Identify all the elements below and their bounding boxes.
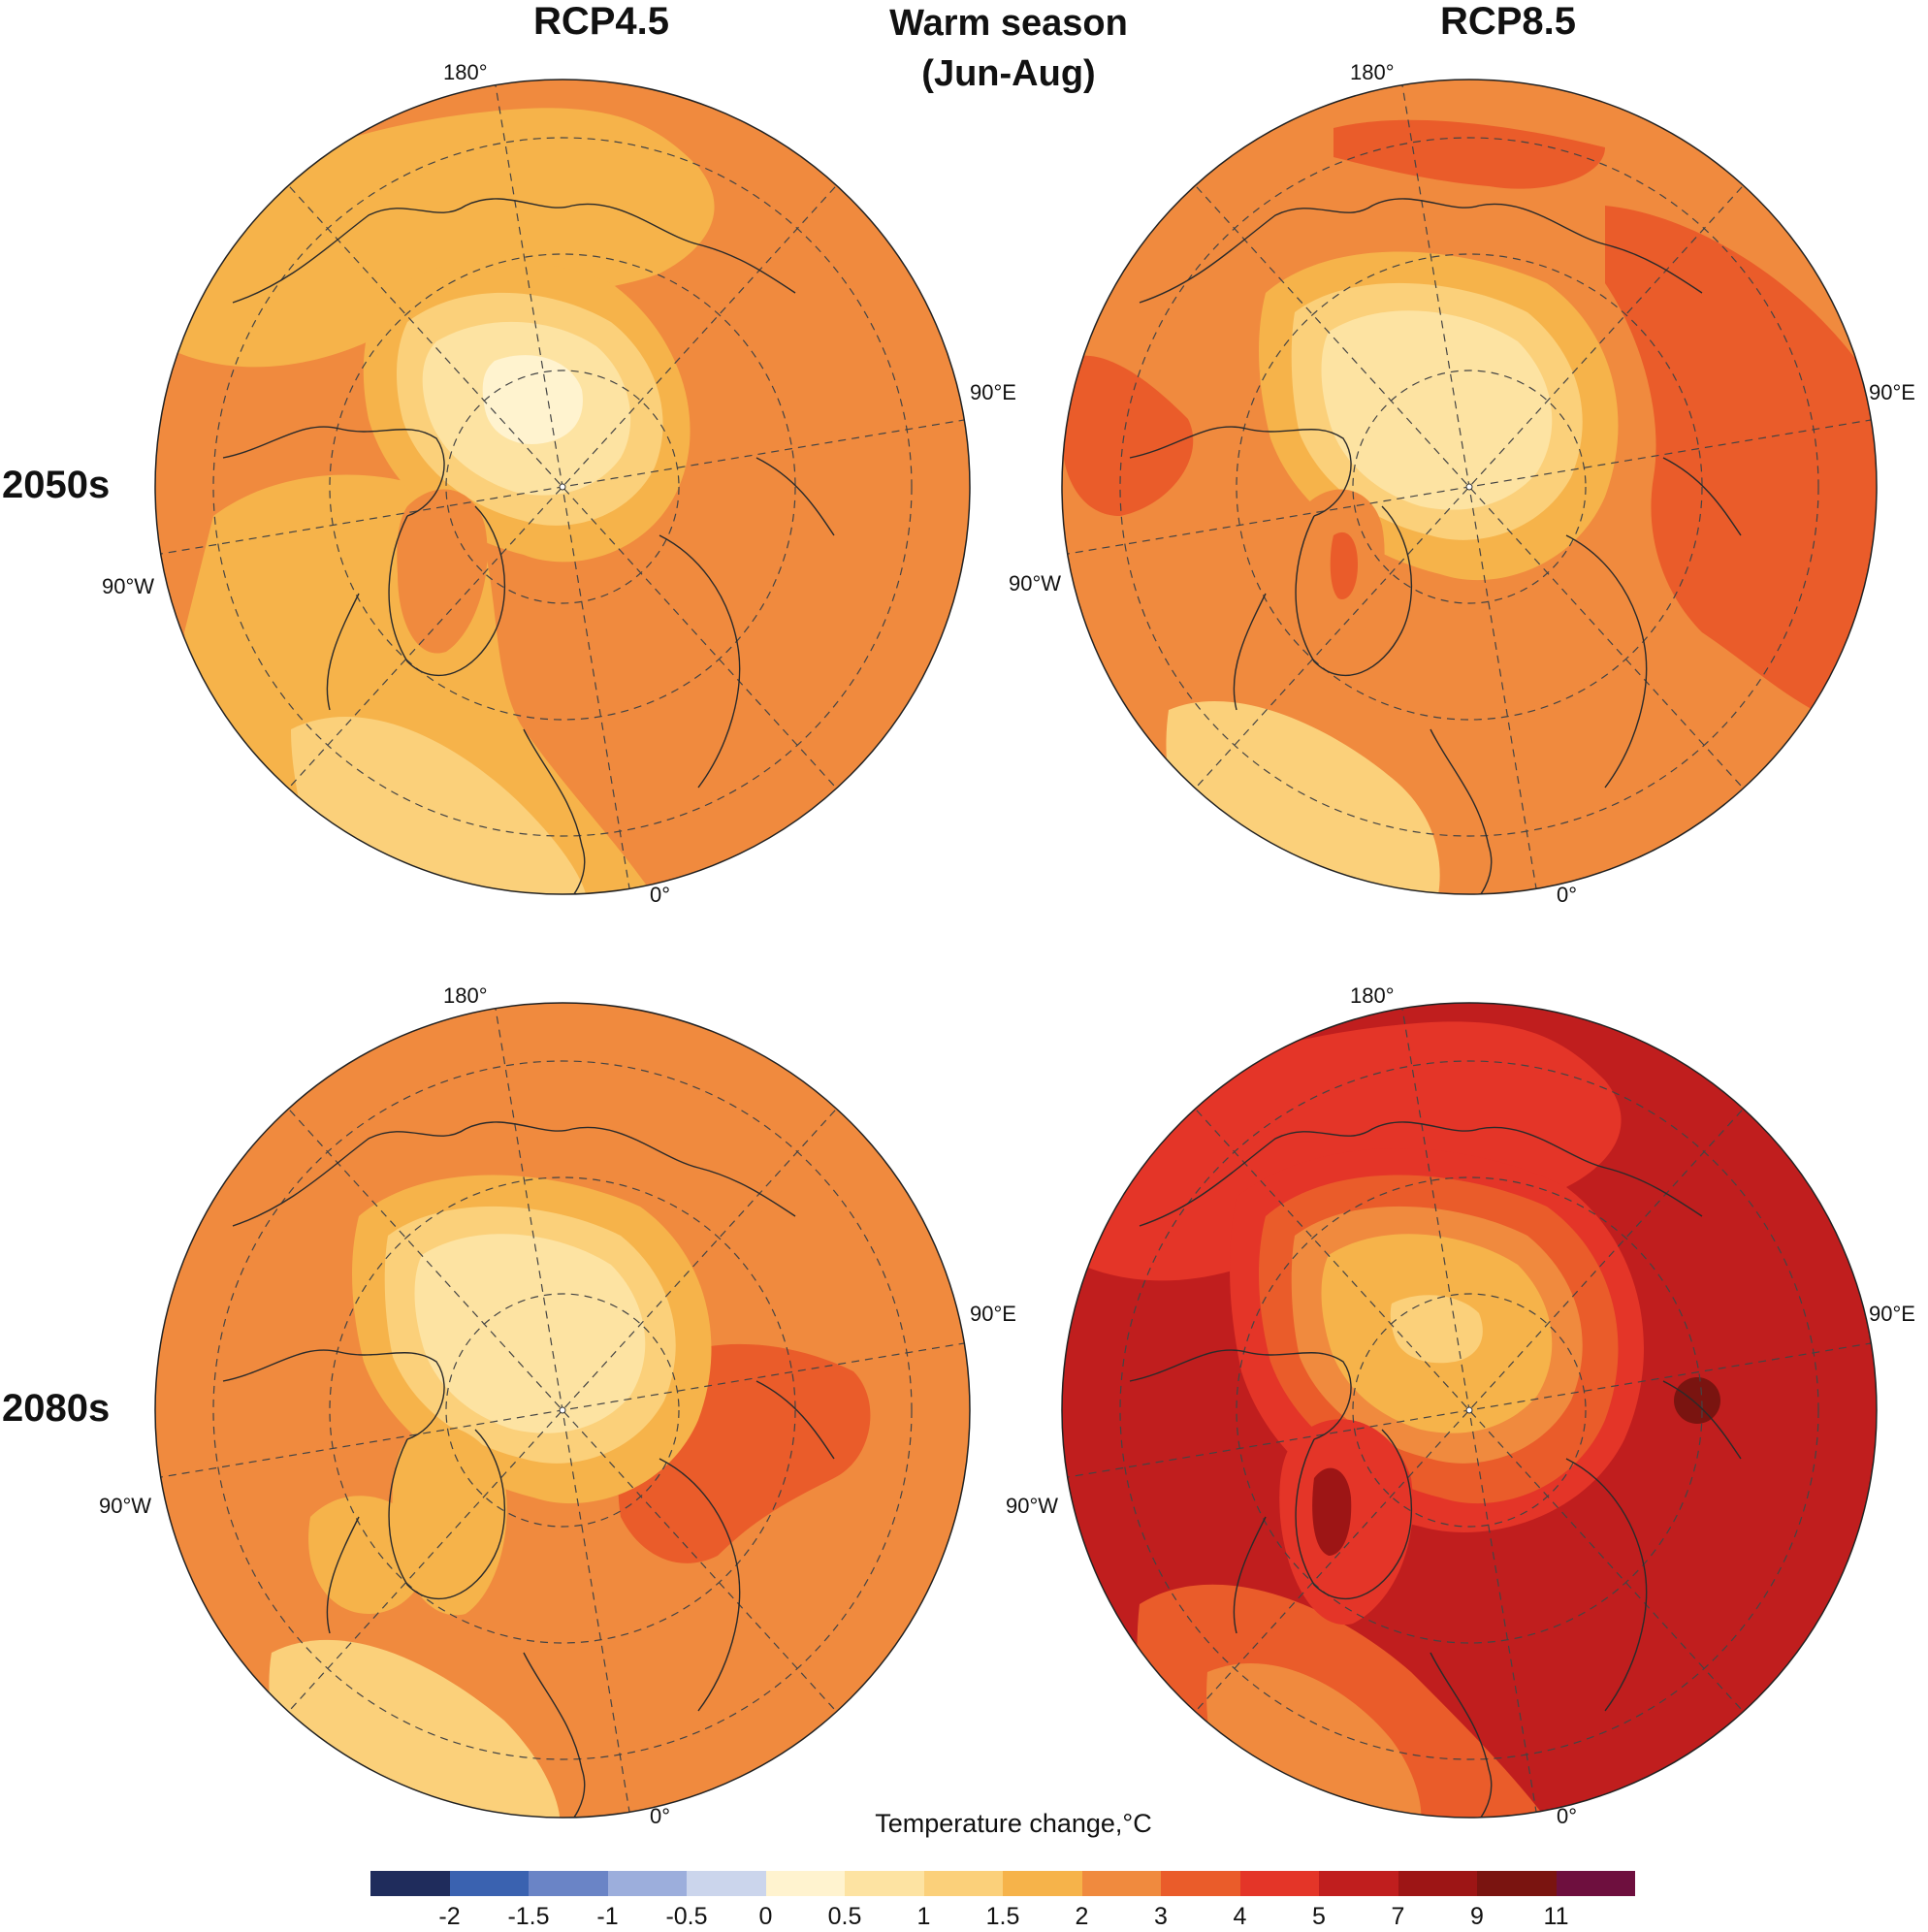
map-border [1061, 79, 1878, 895]
map-border [154, 79, 971, 895]
colorbar-tick-label: 5 [1312, 1903, 1326, 1930]
colorbar-cell-0 [370, 1871, 450, 1896]
hot-band-region [1605, 206, 1877, 729]
coastlines [1129, 1121, 1742, 1818]
lon-label-90e: 90°E [1869, 1302, 1915, 1326]
colorbar-cell-13 [1398, 1871, 1477, 1896]
map-panel-2080s-rcp45: 180° 90°E 90°W 0° [99, 974, 1016, 1847]
colorbar-tick-label: 1 [916, 1903, 931, 1930]
column-title-rcp85: RCP8.5 [1439, 0, 1577, 43]
lon-label-0: 0° [1557, 883, 1578, 907]
coastlines [222, 1121, 835, 1818]
north-pole-marker [1465, 1406, 1473, 1414]
lon-label-0: 0° [650, 1804, 671, 1828]
pole-minimum-region [1390, 1295, 1483, 1364]
lon-label-90w: 90°W [99, 1494, 152, 1518]
colorbar-tick-label: 1.5 [985, 1903, 1020, 1930]
polar-map-2050s-rcp45 [154, 79, 971, 895]
north-pole-marker [559, 1406, 566, 1414]
colorbar-tick-label: -2 [438, 1903, 461, 1930]
map-panel-2050s-rcp45: 180° 90°E 90°W 0° [102, 50, 1016, 923]
colorbar-ticks: -2 -1.5 -1 -0.5 0 0.5 1 1.5 2 3 4 5 7 9 11 [370, 1903, 1639, 1932]
colorbar-tick-label: 11 [1543, 1903, 1569, 1930]
lon-label-0: 0° [1557, 1804, 1578, 1828]
season-title: Warm season (Jun-Aug) [853, 0, 1164, 99]
lon-label-180: 180° [443, 60, 488, 84]
hot-band-region [1062, 355, 1194, 516]
north-pole-marker [559, 483, 566, 491]
siberia-hotspot [1674, 1377, 1720, 1424]
map-border [1061, 1002, 1878, 1819]
coastlines [222, 198, 835, 894]
polar-map-2080s-rcp45 [154, 1002, 971, 1819]
colorbar-tick-label: 0.5 [827, 1903, 862, 1930]
lon-label-90w: 90°W [102, 574, 155, 598]
lon-label-90w: 90°W [1006, 1494, 1059, 1518]
colorbar-cell-1 [449, 1871, 529, 1896]
colorbar-cell-3 [607, 1871, 687, 1896]
greenland-hotspot [397, 489, 488, 654]
greenland-core-hotspot [1312, 1467, 1352, 1556]
hot-band-region [1334, 119, 1605, 189]
lon-label-90w: 90°W [1009, 571, 1062, 596]
colorbar-tick-label: 9 [1470, 1903, 1484, 1930]
colorbar-tick-label: 4 [1233, 1903, 1247, 1930]
colorbar [370, 1871, 1635, 1896]
colorbar-cell-9 [1081, 1871, 1161, 1896]
map-panel-2050s-rcp85: 180° 90°E 90°W 0° [1009, 50, 1915, 923]
legend-title: Temperature change,°C [875, 1809, 1152, 1838]
colorbar-tick-label: -0.5 [665, 1903, 708, 1930]
colorbar-tick-label: 2 [1075, 1903, 1089, 1930]
lon-label-180: 180° [1350, 60, 1395, 84]
coastlines [1129, 198, 1742, 894]
colorbar-tick-label: -1 [596, 1903, 619, 1930]
colorbar-cell-5 [765, 1871, 845, 1896]
polar-map-2080s-rcp85 [1061, 1002, 1878, 1819]
colorbar-cell-15 [1556, 1871, 1635, 1896]
colorbar-cell-7 [923, 1871, 1003, 1896]
colorbar-cell-10 [1161, 1871, 1240, 1896]
map-panel-2080s-rcp85: 180° 90°E 90°W 0° [1006, 974, 1915, 1847]
colorbar-tick-label: -1.5 [507, 1903, 550, 1930]
lon-label-180: 180° [1350, 983, 1395, 1008]
season-title-line2: (Jun-Aug) [921, 53, 1096, 94]
column-title-rcp45: RCP4.5 [532, 0, 670, 43]
polar-map-2050s-rcp85 [1061, 79, 1878, 895]
colorbar-cell-4 [687, 1871, 766, 1896]
greenland-core-hotspot [1330, 531, 1358, 599]
lon-label-90e: 90°E [970, 380, 1016, 404]
season-title-line1: Warm season [889, 3, 1128, 44]
map-border [154, 1002, 971, 1819]
north-pole-marker [1465, 483, 1473, 491]
colorbar-tick-label: 3 [1154, 1903, 1168, 1930]
colorbar-cell-12 [1319, 1871, 1398, 1896]
row-title-2080s: 2080s [2, 1387, 111, 1430]
row-title-2050s: 2050s [2, 464, 111, 506]
colorbar-tick-label: 0 [758, 1903, 773, 1930]
greenland-region [392, 1425, 507, 1616]
coolest-band-region [482, 355, 583, 444]
lon-label-90e: 90°E [970, 1302, 1016, 1326]
colorbar-cell-6 [845, 1871, 924, 1896]
lon-label-0: 0° [650, 883, 671, 907]
colorbar-cell-14 [1477, 1871, 1557, 1896]
colorbar-cell-2 [529, 1871, 608, 1896]
colorbar-tick-label: 7 [1391, 1903, 1405, 1930]
colorbar-cell-11 [1239, 1871, 1319, 1896]
colorbar-cell-8 [1003, 1871, 1082, 1896]
lon-label-180: 180° [443, 983, 488, 1008]
lon-label-90e: 90°E [1869, 380, 1915, 404]
